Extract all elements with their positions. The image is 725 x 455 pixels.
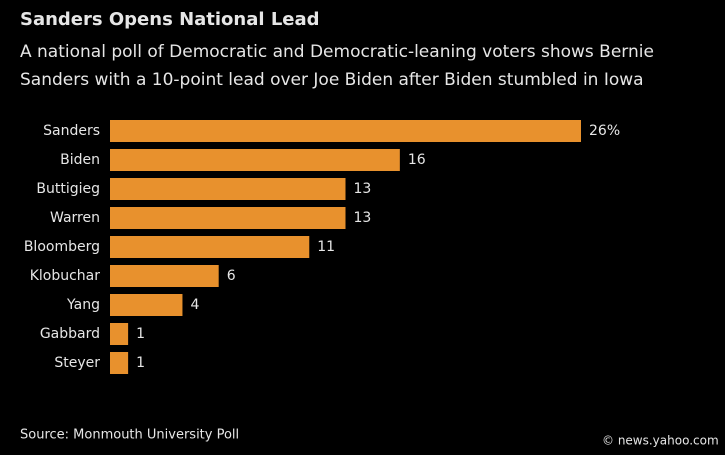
y-tick-label: Steyer [54, 355, 100, 371]
data-label: 16 [408, 152, 426, 168]
y-tick-label: Klobuchar [30, 268, 101, 284]
data-label: 26% [589, 123, 620, 139]
data-label: 13 [354, 210, 372, 226]
data-label: 1 [136, 355, 145, 371]
bar [110, 178, 346, 200]
y-tick-label: Sanders [43, 123, 100, 139]
watermark: © news.yahoo.com [602, 434, 719, 448]
data-label: 1 [136, 326, 145, 342]
data-label: 4 [190, 297, 199, 313]
bar [110, 352, 129, 374]
y-tick-label: Warren [50, 210, 100, 226]
bar [110, 120, 581, 142]
source: Source: Monmouth University Poll [20, 428, 239, 443]
chart-subtitle: Sanders with a 10-point lead over Joe Bi… [20, 70, 644, 90]
y-tick-label: Buttigieg [36, 181, 100, 197]
data-label: 6 [227, 268, 236, 284]
chart-subtitle: A national poll of Democratic and Democr… [20, 42, 654, 62]
bar [110, 323, 129, 345]
y-tick-label: Gabbard [40, 326, 100, 342]
bar [110, 149, 400, 171]
bar [110, 236, 310, 258]
data-label: 11 [317, 239, 335, 255]
y-tick-label: Biden [60, 152, 100, 168]
bar [110, 207, 346, 229]
bar [110, 294, 183, 316]
chart-title: Sanders Opens National Lead [20, 9, 320, 30]
data-label: 13 [354, 181, 372, 197]
bar [110, 265, 219, 287]
y-tick-label: Yang [66, 297, 100, 313]
y-tick-label: Bloomberg [24, 239, 100, 255]
